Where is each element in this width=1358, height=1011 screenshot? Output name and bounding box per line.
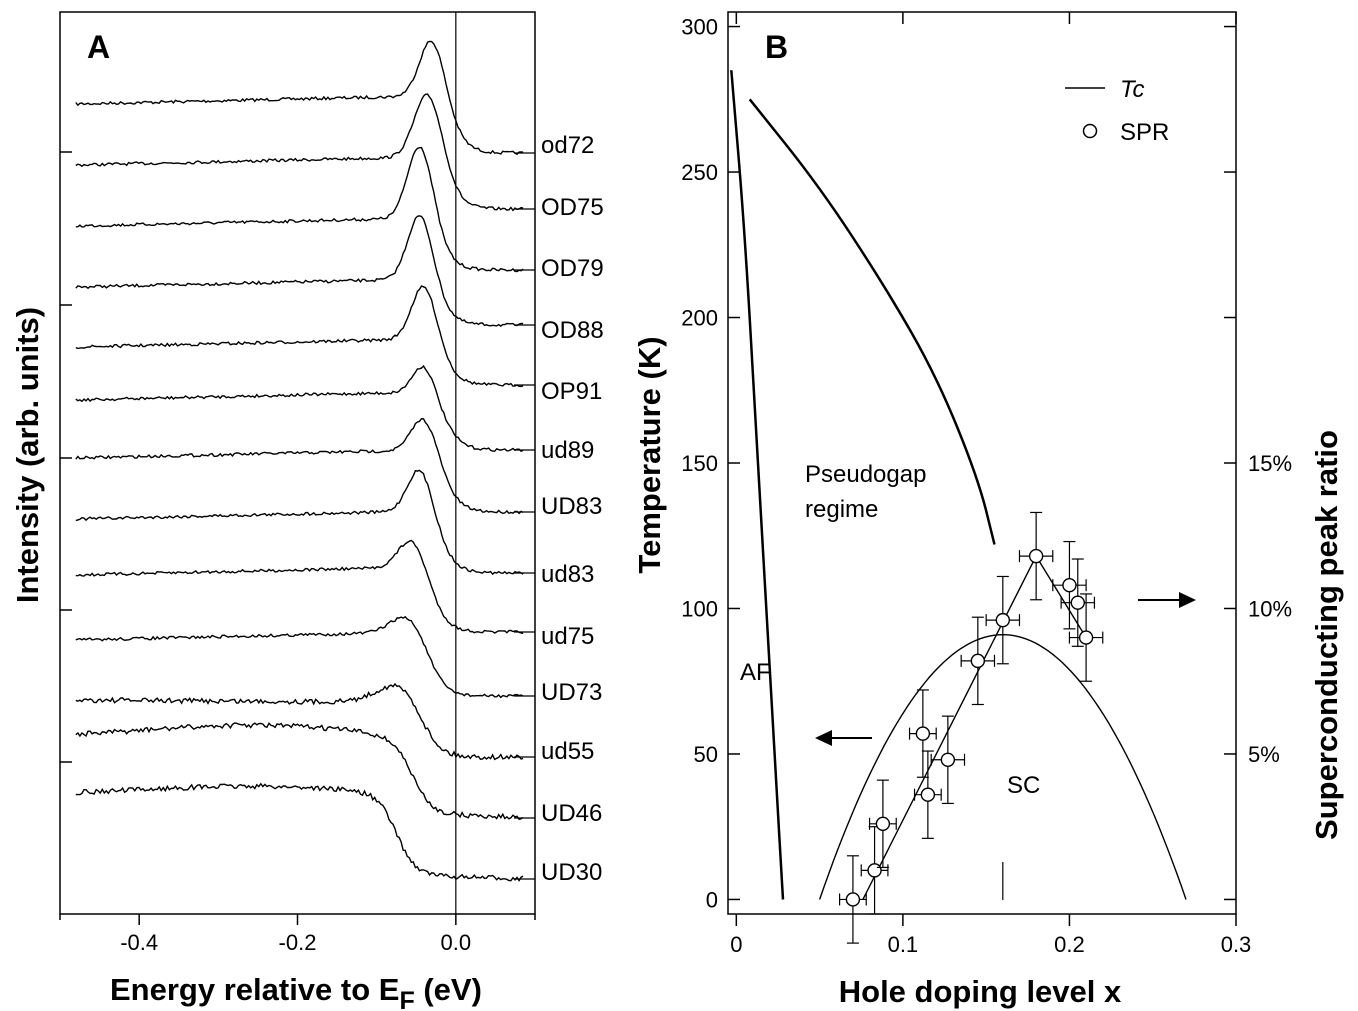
spectrum-label-ud75: ud75 xyxy=(541,623,594,650)
region-label-sc: SC xyxy=(1007,772,1040,799)
panel-b-y-tick-label: 150 xyxy=(681,451,718,476)
spectrum-label-OD88: OD88 xyxy=(541,317,604,344)
panel-b-x-tick-label: 0.2 xyxy=(1054,932,1085,957)
panel-b-y-tick-label: 50 xyxy=(694,742,718,767)
spectrum-curve-UD83 xyxy=(75,417,524,515)
spr-point xyxy=(868,779,897,869)
panel-a-title: A xyxy=(87,29,110,65)
spectrum-label-UD30: UD30 xyxy=(541,859,602,886)
af-boundary-line xyxy=(730,70,785,900)
spectrum-label-UD73: UD73 xyxy=(541,679,602,706)
panel-b-y-tick-label: 200 xyxy=(681,306,718,331)
spr-point xyxy=(838,855,867,944)
spectrum-curve-ud89 xyxy=(75,364,524,453)
spectrum-label-od72: od72 xyxy=(541,132,594,159)
panel-b-x-axis-label: Hole doping level x xyxy=(839,974,1122,1009)
spectrum-label-ud89: ud89 xyxy=(541,437,594,464)
panel-b-x-tick-label: 0.1 xyxy=(888,932,919,957)
panel-a: A -0.4 -0.2 0.0 od72 OD75 OD79 OD88 OP91 ud89 UD… xyxy=(10,11,604,1011)
legend-spr-label: SPR xyxy=(1120,119,1169,146)
spr-point xyxy=(913,750,942,839)
panel-b-x-tick-label: 0 xyxy=(730,932,742,957)
panel-a-x-tick-label: 0.0 xyxy=(441,930,472,955)
panel-b-y2-axis-label: Superconducting peak ratio xyxy=(1309,430,1344,840)
panel-b-y2-tick-label: 10% xyxy=(1248,596,1292,621)
panel-a-x-tick-label: -0.4 xyxy=(120,930,158,955)
region-label-af: AF xyxy=(740,659,771,686)
spectrum-curve-UD46 xyxy=(75,722,524,821)
spectrum-label-OP91: OP91 xyxy=(541,378,602,405)
panel-b: B 0 0.1 0.2 0.3 0 50 100 150 200 250 300 5% 10% 15% T… xyxy=(632,11,1344,1009)
panel-b-y-tick-label: 100 xyxy=(681,596,718,621)
spectrum-curve-ud55 xyxy=(75,682,524,761)
panel-b-y2-tick-label: 15% xyxy=(1248,451,1292,476)
spectrum-label-UD83: UD83 xyxy=(541,493,602,520)
panel-b-y-tick-label: 0 xyxy=(706,887,718,912)
spectrum-curve-ud75 xyxy=(75,539,524,635)
spectrum-label-OD75: OD75 xyxy=(541,194,604,221)
spectrum-curve-OD88 xyxy=(75,215,524,327)
region-label-pseudogap-line1: Pseudogap xyxy=(805,461,926,488)
legend-spr-marker xyxy=(1082,123,1098,139)
panel-b-title: B xyxy=(765,29,788,65)
spectrum-curve-OD79 xyxy=(75,146,524,273)
spectrum-label-OD79: OD79 xyxy=(541,255,604,282)
region-label-pseudogap-line2: regime xyxy=(805,496,878,523)
panel-a-frame xyxy=(59,11,536,915)
panel-a-y-axis-label: Intensity (arb. units) xyxy=(10,307,45,603)
spr-point xyxy=(1060,558,1096,647)
spr-point xyxy=(1052,540,1087,630)
spr-point xyxy=(1068,593,1104,682)
spr-point xyxy=(908,689,937,778)
spectrum-curve-ud83 xyxy=(75,469,524,576)
left-axis-arrow xyxy=(815,730,872,746)
spr-point xyxy=(1018,511,1054,601)
legend-tc-label: Tc xyxy=(1120,76,1144,103)
panel-b-y-tick-label: 250 xyxy=(681,160,718,185)
panel-b-y-tick-label: 300 xyxy=(681,15,718,40)
spectrum-label-ud55: ud55 xyxy=(541,738,594,765)
spr-fit-line xyxy=(862,555,1087,900)
spr-point xyxy=(860,826,889,915)
spectrum-curve-UD30 xyxy=(75,782,524,882)
spr-point xyxy=(960,616,996,706)
panel-b-y2-tick-label: 5% xyxy=(1248,742,1280,767)
spectrum-curve-od72 xyxy=(75,40,524,156)
panel-a-x-axis-label: Energy relative to EF (eV) xyxy=(110,972,482,1011)
spectrum-curve-UD73 xyxy=(75,615,524,699)
spr-point xyxy=(930,715,966,805)
panel-a-x-tick-label: -0.2 xyxy=(279,930,317,955)
spectrum-label-UD46: UD46 xyxy=(541,800,602,827)
spr-point xyxy=(985,575,1021,665)
right-axis-arrow xyxy=(1138,592,1196,608)
panel-b-y-axis-label: Temperature (K) xyxy=(632,336,667,573)
pseudogap-line xyxy=(748,98,996,545)
spectrum-label-ud83: ud83 xyxy=(541,561,594,588)
spectrum-curve-OP91 xyxy=(75,285,524,388)
spectrum-curve-OD75 xyxy=(75,93,524,212)
panel-b-x-tick-label: 0.3 xyxy=(1221,932,1252,957)
